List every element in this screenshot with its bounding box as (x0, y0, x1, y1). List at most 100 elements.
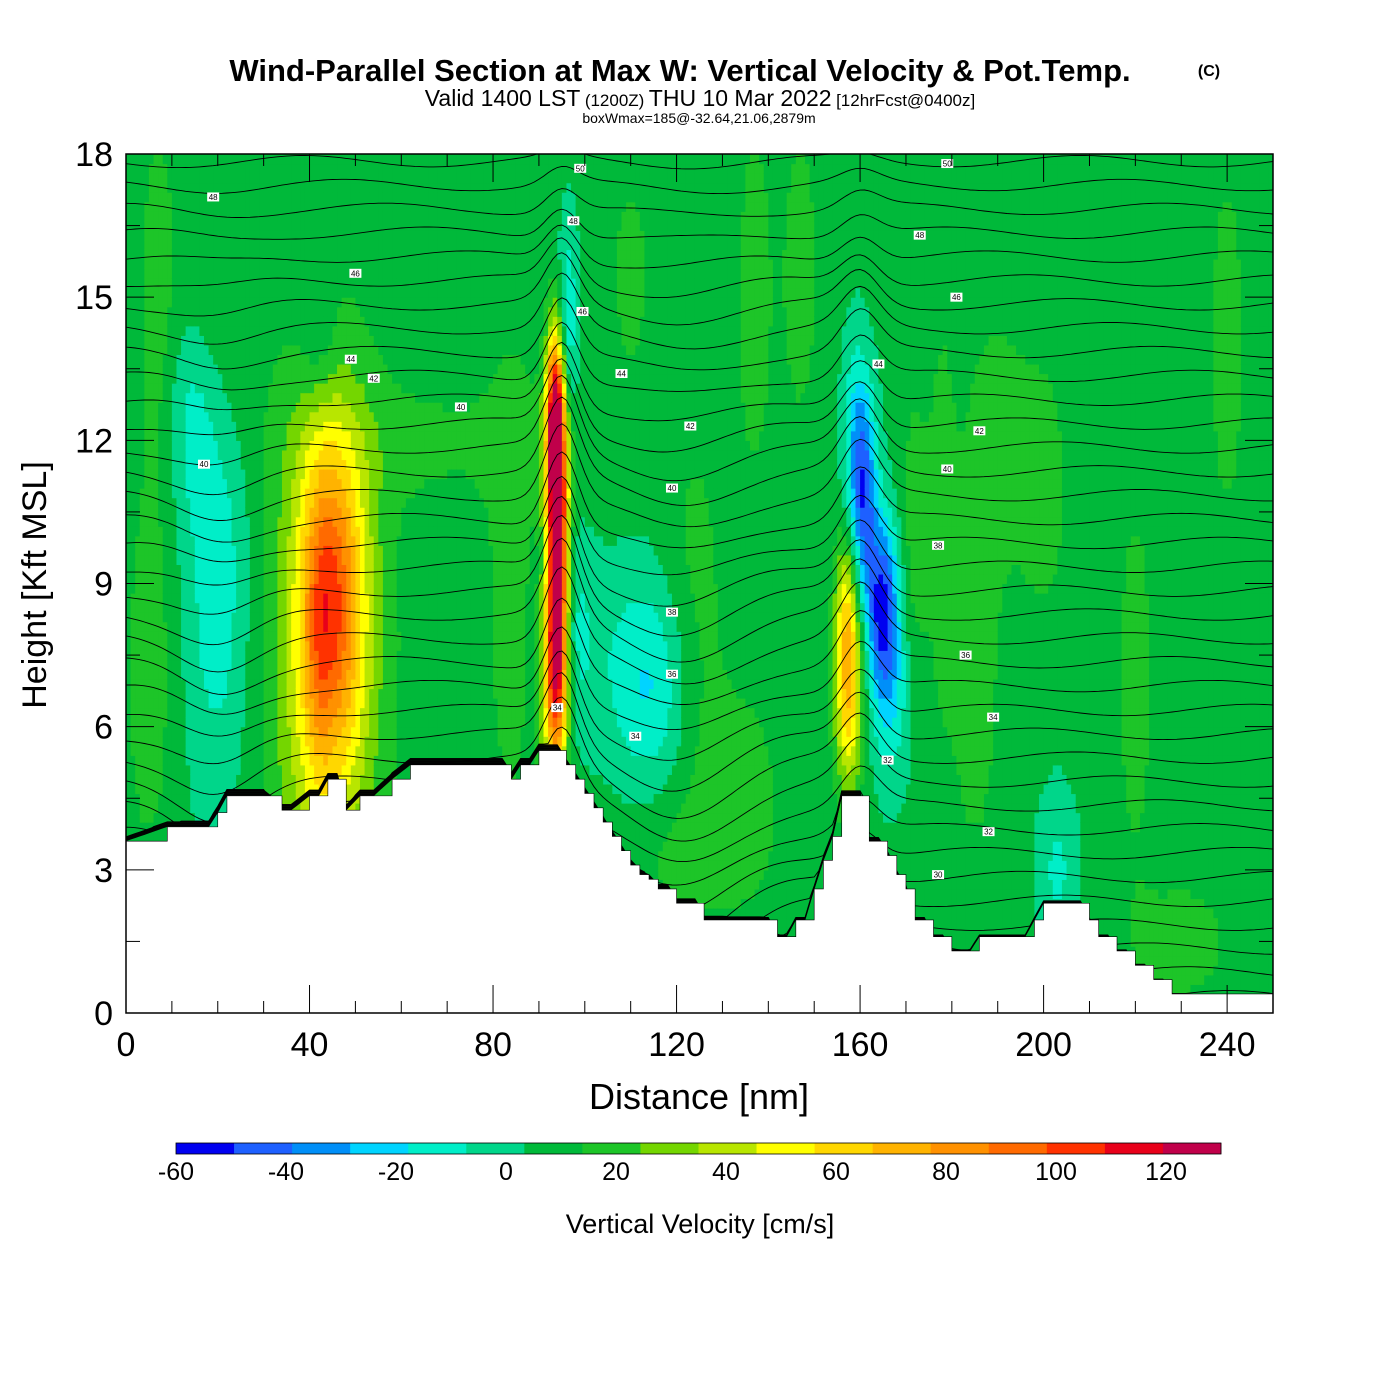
velocity-cell (139, 736, 145, 747)
velocity-cell (194, 220, 201, 231)
velocity-cell (254, 602, 260, 613)
velocity-cell (355, 726, 361, 737)
velocity-cell (181, 640, 187, 651)
velocity-cell (323, 593, 329, 604)
velocity-cell (323, 173, 329, 184)
velocity-cell (373, 449, 379, 461)
velocity-cell (158, 430, 164, 441)
velocity-cell (167, 573, 173, 585)
velocity-cell (327, 602, 334, 613)
velocity-cell (295, 497, 301, 508)
velocity-cell (323, 220, 329, 231)
velocity-cell (327, 411, 334, 422)
velocity-cell (208, 783, 214, 795)
velocity-cell (249, 173, 256, 184)
velocity-cell (231, 440, 237, 451)
velocity-cell (236, 268, 242, 279)
velocity-cell (245, 201, 251, 212)
velocity-cell (249, 659, 256, 670)
velocity-cell (204, 392, 210, 403)
velocity-cell (249, 612, 256, 623)
velocity-cell (130, 211, 136, 222)
velocity-cell (190, 421, 196, 432)
velocity-cell (309, 698, 315, 709)
velocity-cell (236, 392, 242, 403)
velocity-cell (236, 497, 242, 508)
velocity-cell (346, 173, 352, 184)
velocity-cell (295, 239, 301, 251)
velocity-cell (153, 411, 159, 422)
velocity-cell (222, 497, 228, 508)
velocity-cell (350, 535, 356, 546)
velocity-cell (364, 650, 370, 661)
velocity-cell (171, 258, 178, 270)
velocity-cell (291, 411, 297, 422)
velocity-cell (144, 745, 150, 756)
velocity-cell (194, 278, 201, 289)
velocity-cell (281, 516, 288, 527)
velocity-cell (249, 316, 256, 327)
velocity-cell (350, 516, 356, 527)
velocity-cell (359, 497, 366, 508)
velocity-cell (139, 621, 145, 632)
velocity-cell (240, 344, 246, 356)
velocity-cell (171, 220, 178, 231)
velocity-cell (341, 593, 347, 604)
velocity-cell (222, 220, 228, 231)
velocity-cell (359, 239, 366, 251)
velocity-cell (240, 258, 246, 270)
velocity-cell (204, 268, 210, 279)
velocity-cell (314, 545, 320, 556)
velocity-cell (135, 545, 141, 556)
velocity-cell (148, 278, 155, 289)
velocity-cell (332, 430, 338, 441)
velocity-cell (254, 154, 260, 155)
velocity-cell (139, 192, 145, 203)
velocity-cell (373, 698, 379, 709)
velocity-cell (277, 612, 283, 623)
velocity-cell (144, 755, 150, 766)
velocity-cell (291, 526, 297, 537)
velocity-cell (359, 335, 366, 346)
velocity-cell (327, 154, 334, 165)
velocity-cell (226, 421, 233, 432)
velocity-cell (176, 793, 182, 804)
velocity-cell (263, 526, 269, 537)
velocity-cell (286, 182, 292, 193)
velocity-cell (158, 363, 164, 375)
velocity-cell (249, 325, 256, 336)
velocity-cell (268, 736, 274, 747)
velocity-cell (291, 287, 297, 298)
velocity-cell (167, 325, 173, 336)
copyright-mark: (C) (1198, 63, 1220, 80)
velocity-cell (240, 373, 246, 384)
velocity-cell (194, 440, 201, 451)
velocity-cell (222, 459, 228, 470)
velocity-cell (341, 602, 347, 613)
velocity-cell (245, 154, 251, 165)
velocity-cell (304, 421, 311, 432)
velocity-cell (277, 297, 283, 308)
velocity-cell (240, 430, 246, 441)
velocity-cell (268, 650, 274, 661)
velocity-cell (281, 526, 288, 537)
velocity-cell (355, 154, 361, 165)
velocity-cell (314, 564, 320, 575)
velocity-cell (323, 154, 329, 165)
velocity-cell (346, 468, 352, 480)
velocity-cell (208, 612, 214, 623)
velocity-cell (309, 593, 315, 604)
velocity-cell (240, 717, 246, 728)
velocity-cell (346, 335, 352, 346)
velocity-cell (327, 468, 334, 480)
velocity-cell (249, 535, 256, 546)
velocity-cell (323, 392, 329, 403)
velocity-cell (323, 564, 329, 575)
velocity-cell (176, 755, 182, 766)
velocity-cell (373, 526, 379, 537)
velocity-cell (240, 478, 246, 489)
velocity-cell (204, 717, 210, 728)
velocity-cell (281, 325, 288, 336)
velocity-cell (162, 268, 168, 279)
velocity-cell (204, 220, 210, 231)
